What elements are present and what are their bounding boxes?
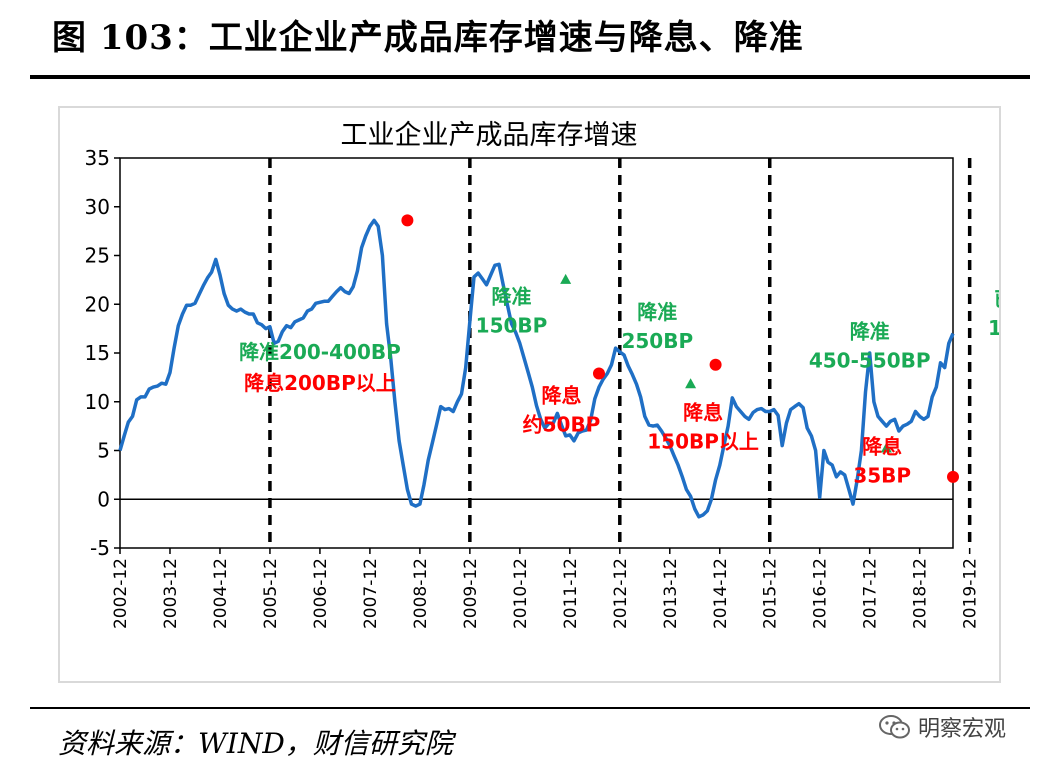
rate-cut-annotation: 降息 35BP [853, 434, 911, 487]
y-tick-label: 0 [97, 487, 110, 511]
x-tick-label: 2002-12 [111, 558, 131, 629]
annotation-line: 降息 [683, 400, 723, 424]
y-tick-label: 25 [85, 244, 110, 268]
x-tick-label: 2005-12 [261, 558, 281, 629]
annotation-line: 降准 [850, 319, 890, 343]
y-tick-label: 10 [85, 390, 110, 414]
rate-cut-marker [401, 214, 414, 227]
x-tick-label: 2016-12 [811, 558, 831, 629]
rate-cut-marker [592, 367, 605, 380]
x-tick-label: 2015-12 [761, 558, 781, 629]
rrr-cut-marker [685, 378, 697, 389]
rrr-cut-annotation: 降准200-400BP [239, 340, 401, 364]
chart-svg: 工业企业产成品库存增速 -5 0 5 10 15 20 25 30 35 2002-12 2003… [85, 120, 999, 629]
y-tick-label: 30 [85, 195, 110, 219]
annotation-line: 450-550BP [809, 348, 931, 372]
rrr-cut-marker [560, 273, 572, 284]
x-tick-label: 2012-12 [611, 558, 631, 629]
x-tick-label: 2013-12 [661, 558, 681, 629]
annotation-line: 已降准 [994, 287, 999, 311]
annotation-line: 35BP [853, 463, 911, 487]
x-tick-label: 2010-12 [511, 558, 531, 629]
x-tick-label: 2014-12 [711, 558, 731, 629]
watermark-text: 明察宏观 [918, 717, 1007, 742]
y-tick-label: 20 [85, 292, 110, 316]
chart-frame: 工业企业产成品库存增速 -5 0 5 10 15 20 25 30 35 2002-12 2003… [58, 106, 1001, 683]
x-axis: 2002-12 2003-12 2004-12 2005-12 2006-12 2007-… [111, 548, 981, 629]
x-tick-label: 2009-12 [461, 558, 481, 629]
x-tick-label: 2008-12 [411, 558, 431, 629]
x-tick-label: 2004-12 [211, 558, 231, 629]
rrr-cut-marker [880, 442, 892, 453]
annotation-line: 降息 [862, 434, 902, 458]
x-tick-label: 2018-12 [911, 558, 931, 629]
annotation-line: 100BP [988, 316, 999, 340]
y-axis: -5 0 5 10 15 20 25 30 35 [85, 146, 120, 560]
chart-title: 工业企业产成品库存增速 [341, 120, 638, 151]
series-line-inventory-growth [118, 218, 955, 519]
watermark: 明察宏观 [878, 712, 1006, 742]
rate-cut-annotation: 降息200BP以上 [244, 371, 396, 395]
rrr-cut-annotation: 降准 250BP [621, 300, 693, 353]
annotation-line: 降息 [541, 384, 581, 408]
annotation-line: 降准200-400BP [239, 340, 401, 364]
rate-cut-annotation: 降息 150BP以上 [647, 400, 759, 453]
x-tick-label: 2017-12 [861, 558, 881, 629]
rrr-cut-annotation: 降准 450-550BP [809, 319, 931, 372]
y-tick-label: 5 [97, 439, 110, 463]
rate-cut-annotation: 降息约50BP [523, 384, 601, 437]
title-rule [30, 75, 1030, 79]
annotation-line: 150BP以上 [647, 429, 759, 453]
rrr-cut-annotation: 降准 150BP [476, 284, 548, 337]
x-tick-label: 2007-12 [361, 558, 381, 629]
x-tick-label: 2006-12 [311, 558, 331, 629]
x-tick-label: 2011-12 [561, 558, 581, 629]
y-tick-label: -5 [90, 536, 110, 560]
rate-cut-marker [709, 358, 722, 371]
rate-cut-marker [947, 470, 959, 483]
x-tick-label: 2019-12 [961, 558, 981, 629]
y-tick-label: 15 [85, 341, 110, 365]
annotation-line: 降准 [637, 300, 677, 324]
figure-title: 图 103：工业企业产成品库存增速与降息、降准 [52, 18, 804, 58]
annotation-line: 150BP [476, 313, 548, 337]
x-tick-label: 2003-12 [161, 558, 181, 629]
annotation-line: 250BP [621, 329, 693, 353]
annotation-line: 降准 [492, 284, 532, 308]
wechat-icon [879, 715, 910, 739]
annotation-line: 约50BP [523, 413, 601, 437]
rrr-cut-annotation: 已降准 100BP [988, 287, 999, 340]
source-note: 资料来源：WIND，财信研究院 [58, 727, 453, 760]
policy-markers [401, 214, 959, 483]
annotation-line: 降息200BP以上 [244, 371, 396, 395]
y-tick-label: 35 [85, 146, 110, 170]
source-rule [30, 707, 1030, 709]
